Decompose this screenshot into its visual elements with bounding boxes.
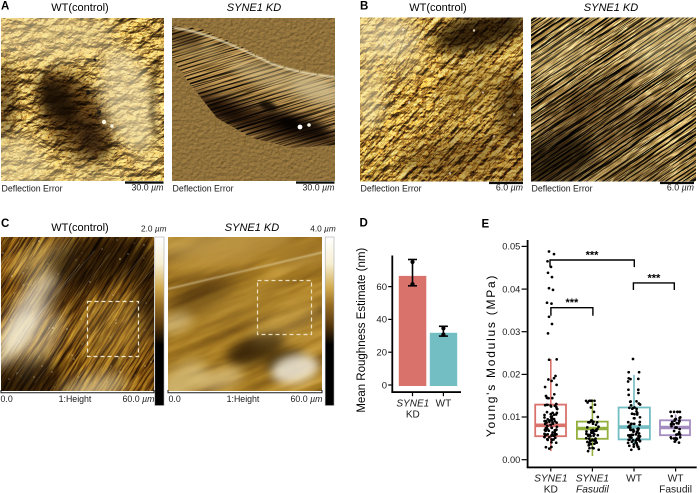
svg-text:60.0 µm: 60.0 µm bbox=[123, 394, 155, 404]
svg-text:***: *** bbox=[565, 297, 579, 309]
svg-text:SYNE1: SYNE1 bbox=[534, 474, 567, 485]
svg-text:SYNE1: SYNE1 bbox=[576, 474, 609, 485]
svg-text:WT(control): WT(control) bbox=[409, 2, 466, 14]
svg-text:6.0 µm: 6.0 µm bbox=[667, 183, 694, 193]
svg-text:SYNE1 KD: SYNE1 KD bbox=[584, 2, 638, 14]
svg-text:Deflection Error: Deflection Error bbox=[173, 183, 234, 193]
svg-text:WT: WT bbox=[436, 399, 452, 410]
svg-text:0.02: 0.02 bbox=[502, 370, 520, 380]
svg-text:0.00: 0.00 bbox=[502, 455, 520, 465]
svg-text:SYNE1 KD: SYNE1 KD bbox=[225, 222, 279, 234]
svg-text:Fasudil: Fasudil bbox=[659, 485, 692, 493]
svg-text:2.0 µm: 2.0 µm bbox=[141, 224, 167, 234]
svg-text:0.03: 0.03 bbox=[502, 327, 520, 337]
svg-text:KD: KD bbox=[406, 410, 420, 421]
svg-text:***: *** bbox=[647, 272, 661, 284]
svg-text:Mean Roughness Estimate (nm): Mean Roughness Estimate (nm) bbox=[356, 248, 368, 413]
svg-text:WT(control): WT(control) bbox=[51, 222, 108, 234]
svg-text:WT: WT bbox=[668, 474, 684, 485]
svg-text:30.0 µm: 30.0 µm bbox=[132, 183, 164, 193]
svg-text:0.01: 0.01 bbox=[502, 412, 520, 422]
svg-text:A: A bbox=[1, 1, 9, 13]
svg-text:1:Height: 1:Height bbox=[59, 394, 92, 404]
svg-text:0: 0 bbox=[382, 380, 387, 391]
svg-text:WT(control): WT(control) bbox=[51, 2, 108, 14]
svg-text:Young's Modulus (MPa): Young's Modulus (MPa) bbox=[484, 274, 498, 437]
svg-text:20: 20 bbox=[376, 348, 387, 359]
svg-text:D: D bbox=[360, 218, 368, 230]
svg-text:0.0: 0.0 bbox=[169, 394, 181, 404]
svg-text:60.0 µm: 60.0 µm bbox=[291, 394, 323, 404]
svg-text:6.0 µm: 6.0 µm bbox=[496, 183, 523, 193]
svg-text:Deflection Error: Deflection Error bbox=[532, 183, 593, 193]
svg-text:WT: WT bbox=[626, 474, 642, 485]
svg-text:4.0 µm: 4.0 µm bbox=[310, 224, 336, 234]
svg-text:1:Height: 1:Height bbox=[227, 394, 260, 404]
svg-text:Fasudil: Fasudil bbox=[576, 485, 610, 493]
svg-text:C: C bbox=[1, 218, 9, 230]
svg-text:***: *** bbox=[586, 250, 600, 262]
svg-text:SYNE1: SYNE1 bbox=[396, 399, 429, 410]
svg-text:B: B bbox=[360, 1, 368, 13]
svg-text:Deflection Error: Deflection Error bbox=[2, 183, 63, 193]
svg-text:60: 60 bbox=[376, 282, 387, 293]
svg-text:40: 40 bbox=[376, 315, 387, 326]
svg-text:KD: KD bbox=[544, 485, 558, 493]
svg-text:E: E bbox=[482, 219, 490, 231]
svg-text:0.05: 0.05 bbox=[502, 242, 520, 252]
svg-text:SYNE1 KD: SYNE1 KD bbox=[227, 2, 281, 14]
svg-text:Deflection Error: Deflection Error bbox=[361, 183, 422, 193]
svg-text:30.0 µm: 30.0 µm bbox=[303, 183, 335, 193]
svg-text:0.0: 0.0 bbox=[1, 394, 13, 404]
svg-text:0.04: 0.04 bbox=[502, 284, 520, 294]
